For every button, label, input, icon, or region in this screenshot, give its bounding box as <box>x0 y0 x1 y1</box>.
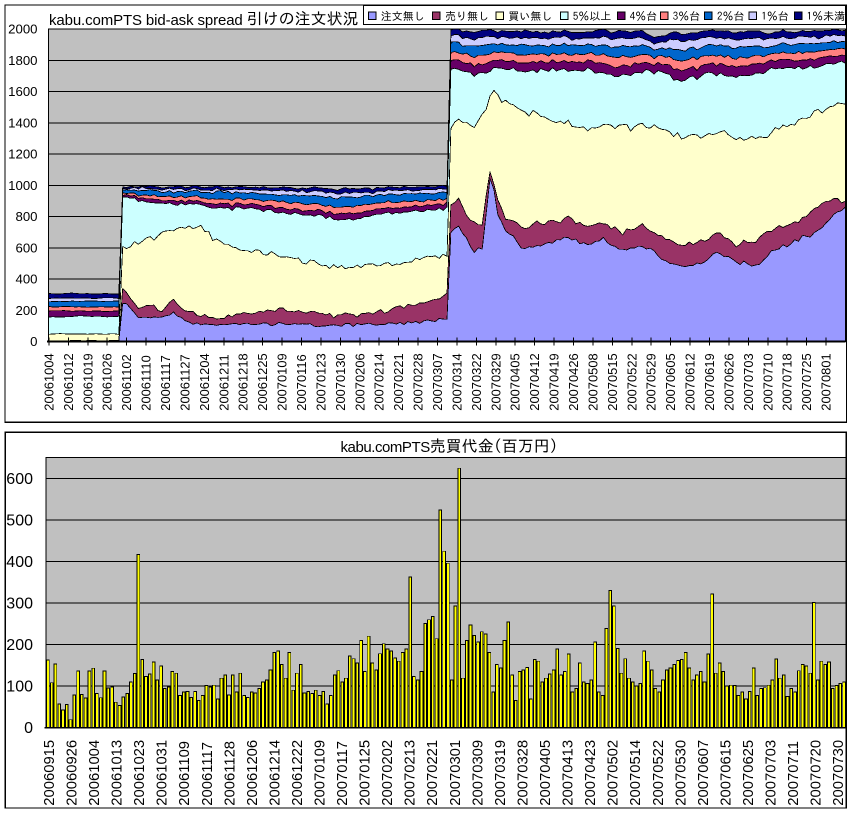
svg-text:20061110: 20061110 <box>139 355 154 410</box>
svg-text:20070116: 20070116 <box>294 354 309 410</box>
svg-text:1800: 1800 <box>8 53 37 68</box>
svg-text:20070413: 20070413 <box>561 740 577 806</box>
svg-text:20070109: 20070109 <box>275 353 290 410</box>
svg-text:20070301: 20070301 <box>448 740 464 806</box>
svg-text:20070206: 20070206 <box>352 353 367 410</box>
svg-text:20061012: 20061012 <box>61 353 76 410</box>
svg-text:20070405: 20070405 <box>508 353 523 410</box>
svg-text:100: 100 <box>6 679 33 696</box>
svg-text:1200: 1200 <box>8 147 37 162</box>
svg-text:20070329: 20070329 <box>488 353 503 410</box>
svg-text:20070307: 20070307 <box>430 353 445 410</box>
svg-text:20070125: 20070125 <box>358 740 374 806</box>
svg-text:20070109: 20070109 <box>313 740 329 806</box>
svg-text:20070725: 20070725 <box>799 353 814 410</box>
svg-text:800: 800 <box>15 209 37 224</box>
svg-text:20070426: 20070426 <box>566 353 581 410</box>
svg-text:20061128: 20061128 <box>222 741 238 806</box>
svg-text:kabu.comPTS: kabu.comPTS <box>341 439 431 456</box>
svg-text:20061117: 20061117 <box>158 355 173 410</box>
svg-text:20060915: 20060915 <box>42 740 58 806</box>
svg-text:20070502: 20070502 <box>606 740 622 806</box>
svg-text:500: 500 <box>6 513 33 530</box>
svg-text:20061225: 20061225 <box>255 353 270 410</box>
svg-text:20070228: 20070228 <box>411 353 426 410</box>
svg-text:600: 600 <box>15 240 37 255</box>
svg-text:20070221: 20070221 <box>425 740 441 806</box>
svg-text:20070508: 20070508 <box>585 353 600 410</box>
svg-text:20070625: 20070625 <box>741 740 757 806</box>
svg-text:20070309: 20070309 <box>470 740 486 806</box>
svg-text:400: 400 <box>6 554 33 571</box>
svg-text:20061218: 20061218 <box>236 353 251 410</box>
svg-text:20070718: 20070718 <box>780 353 795 410</box>
svg-text:0: 0 <box>30 334 37 349</box>
svg-text:1600: 1600 <box>8 84 37 99</box>
svg-text:20061004: 20061004 <box>41 353 56 410</box>
svg-text:20070607: 20070607 <box>696 740 712 806</box>
svg-text:600: 600 <box>6 471 33 488</box>
svg-text:20070711: 20070711 <box>786 741 802 806</box>
svg-text:kabu.comPTS bid-ask spread: kabu.comPTS bid-ask spread <box>49 12 243 29</box>
svg-text:20061204: 20061204 <box>197 353 212 410</box>
svg-text:20061214: 20061214 <box>267 740 283 806</box>
svg-text:20070130: 20070130 <box>333 353 348 410</box>
svg-text:20061031: 20061031 <box>155 740 171 806</box>
svg-text:1000: 1000 <box>8 178 37 193</box>
svg-text:20070117: 20070117 <box>335 741 351 806</box>
svg-text:20061206: 20061206 <box>245 740 261 806</box>
svg-text:20070530: 20070530 <box>673 740 689 806</box>
svg-text:300: 300 <box>6 596 33 613</box>
svg-text:200: 200 <box>6 637 33 654</box>
svg-text:20070801: 20070801 <box>819 353 834 410</box>
svg-text:20070615: 20070615 <box>718 740 734 806</box>
svg-text:2000: 2000 <box>8 22 37 37</box>
svg-text:20070221: 20070221 <box>391 353 406 410</box>
svg-text:20070322: 20070322 <box>469 353 484 410</box>
svg-text:20070720: 20070720 <box>809 740 825 806</box>
svg-text:20070328: 20070328 <box>516 740 532 806</box>
svg-text:0: 0 <box>24 720 33 737</box>
svg-text:20070319: 20070319 <box>493 740 509 806</box>
svg-text:20061013: 20061013 <box>110 740 126 806</box>
svg-text:20070405: 20070405 <box>538 740 554 806</box>
svg-text:200: 200 <box>15 303 37 318</box>
svg-text:20060926: 20060926 <box>65 740 81 806</box>
svg-text:20070522: 20070522 <box>651 740 667 806</box>
svg-text:20061102: 20061102 <box>119 354 134 410</box>
svg-text:400: 400 <box>15 272 37 287</box>
svg-text:20070412: 20070412 <box>527 353 542 410</box>
svg-text:20061023: 20061023 <box>132 740 148 806</box>
svg-text:20061109: 20061109 <box>177 741 193 806</box>
svg-text:20070529: 20070529 <box>644 353 659 410</box>
svg-text:20061019: 20061019 <box>80 353 95 410</box>
svg-text:20070123: 20070123 <box>313 353 328 410</box>
svg-text:20070612: 20070612 <box>683 353 698 410</box>
svg-text:20070619: 20070619 <box>702 353 717 410</box>
svg-text:20070515: 20070515 <box>605 353 620 410</box>
svg-text:20070214: 20070214 <box>372 353 387 410</box>
svg-text:20070202: 20070202 <box>380 740 396 806</box>
svg-text:20070626: 20070626 <box>721 353 736 410</box>
svg-text:20070423: 20070423 <box>583 740 599 806</box>
svg-text:20070419: 20070419 <box>547 353 562 410</box>
svg-text:20070703: 20070703 <box>764 740 780 806</box>
svg-text:20061211: 20061211 <box>216 354 231 410</box>
svg-text:20070514: 20070514 <box>628 740 644 806</box>
svg-text:20070703: 20070703 <box>741 353 756 410</box>
svg-text:20070605: 20070605 <box>663 353 678 410</box>
svg-text:20061127: 20061127 <box>177 354 192 410</box>
svg-text:20070730: 20070730 <box>831 740 847 806</box>
svg-text:20070522: 20070522 <box>624 353 639 410</box>
svg-text:20061026: 20061026 <box>100 353 115 410</box>
svg-text:20061222: 20061222 <box>290 740 306 806</box>
svg-text:20061004: 20061004 <box>87 740 103 806</box>
svg-text:20070213: 20070213 <box>403 740 419 806</box>
svg-text:1400: 1400 <box>8 115 37 130</box>
svg-text:20061117: 20061117 <box>200 742 216 806</box>
svg-text:20070710: 20070710 <box>760 353 775 410</box>
svg-text:20070314: 20070314 <box>449 353 464 410</box>
